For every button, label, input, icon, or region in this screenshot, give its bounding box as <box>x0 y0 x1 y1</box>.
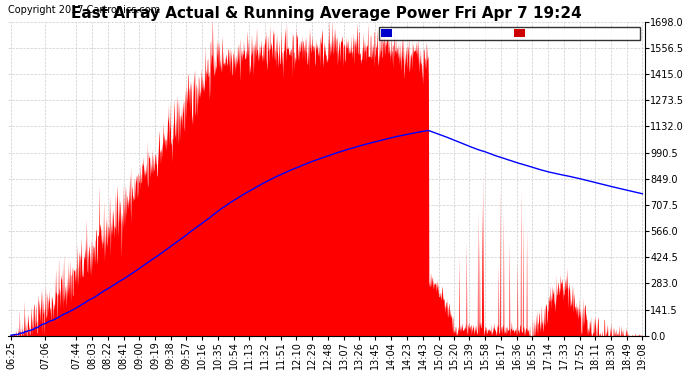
Text: Copyright 2017 Cartronics.com: Copyright 2017 Cartronics.com <box>8 6 161 15</box>
Legend: Average  (DC Watts), East Array  (DC Watts): Average (DC Watts), East Array (DC Watts… <box>379 27 640 40</box>
Title: East Array Actual & Running Average Power Fri Apr 7 19:24: East Array Actual & Running Average Powe… <box>71 6 582 21</box>
